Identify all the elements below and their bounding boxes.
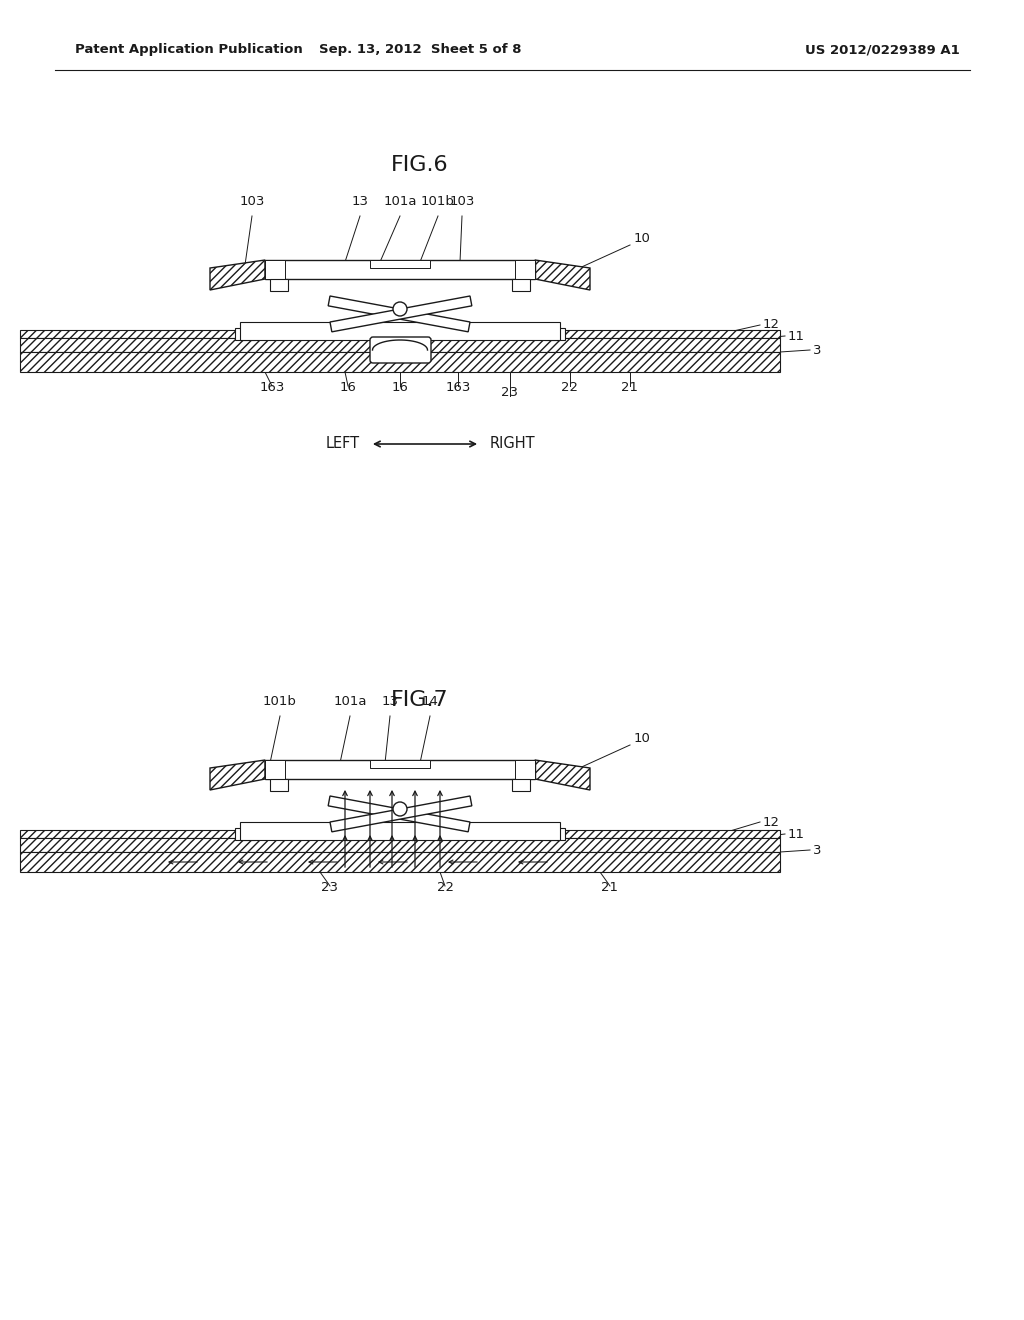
Text: 13: 13 [382,696,398,708]
Polygon shape [370,260,430,268]
Text: 101b: 101b [421,195,455,209]
Bar [20,338,780,352]
Polygon shape [515,760,535,779]
Polygon shape [512,279,530,290]
Bar [20,830,780,838]
Text: 101a: 101a [383,195,417,209]
Text: 11: 11 [788,828,805,841]
Bar [20,330,780,338]
Polygon shape [265,260,285,279]
Polygon shape [370,760,430,768]
Text: RIGHT: RIGHT [490,437,536,451]
Polygon shape [240,822,560,840]
FancyBboxPatch shape [370,337,431,363]
Text: 21: 21 [601,880,618,894]
Polygon shape [330,296,472,331]
Text: 101b: 101b [263,696,297,708]
Text: 103: 103 [450,195,475,209]
Text: 22: 22 [561,381,579,393]
Polygon shape [545,828,565,840]
Text: 3: 3 [813,343,821,356]
Polygon shape [270,279,288,290]
Polygon shape [234,828,255,840]
Text: 163: 163 [259,381,285,393]
Polygon shape [545,327,565,341]
Circle shape [393,302,407,315]
Text: FIG.6: FIG.6 [391,154,449,176]
Polygon shape [210,260,265,290]
Text: 14: 14 [422,696,438,708]
Polygon shape [330,796,472,832]
Text: 12: 12 [763,816,780,829]
Polygon shape [535,760,590,789]
Polygon shape [240,322,560,341]
Polygon shape [535,260,590,290]
Polygon shape [210,760,265,789]
Text: FIG.7: FIG.7 [391,690,449,710]
Text: 23: 23 [502,385,518,399]
Text: 3: 3 [813,843,821,857]
Text: 23: 23 [322,880,339,894]
Text: 10: 10 [634,232,651,246]
Text: 21: 21 [622,381,639,393]
Text: 101a: 101a [333,696,367,708]
Polygon shape [270,779,288,791]
Polygon shape [515,260,535,279]
Text: US 2012/0229389 A1: US 2012/0229389 A1 [805,44,961,57]
Text: 11: 11 [788,330,805,342]
Polygon shape [265,260,535,279]
Polygon shape [234,327,255,341]
Text: 163: 163 [445,381,471,393]
Polygon shape [328,296,470,331]
Circle shape [393,803,407,816]
Text: 16: 16 [340,381,356,393]
Polygon shape [265,760,285,779]
Text: Patent Application Publication: Patent Application Publication [75,44,303,57]
Polygon shape [512,779,530,791]
Text: 12: 12 [763,318,780,331]
Bar [20,838,780,851]
Text: 16: 16 [391,381,409,393]
Text: 103: 103 [240,195,264,209]
Text: 13: 13 [351,195,369,209]
Text: 22: 22 [436,880,454,894]
Polygon shape [328,796,470,832]
Polygon shape [265,760,535,779]
Text: 10: 10 [634,733,651,744]
Bar [20,352,780,372]
Text: Sep. 13, 2012  Sheet 5 of 8: Sep. 13, 2012 Sheet 5 of 8 [318,44,521,57]
Bar [20,851,780,873]
Text: LEFT: LEFT [326,437,360,451]
